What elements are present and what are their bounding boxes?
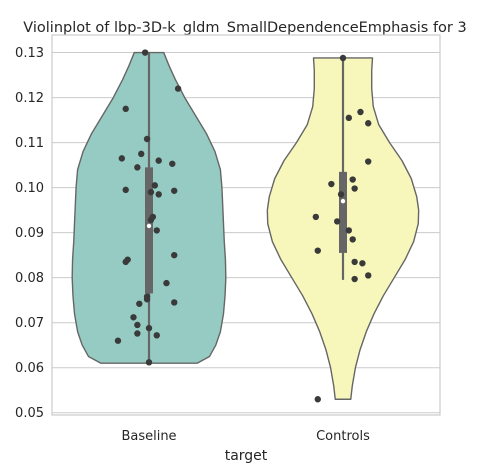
data-point [134, 330, 141, 337]
data-point [312, 213, 320, 221]
strip-points [114, 49, 372, 403]
y-tick-label: 0.09 [15, 226, 44, 241]
y-tick-label: 0.05 [15, 406, 44, 421]
data-point [153, 227, 160, 234]
data-point [351, 185, 358, 192]
data-point [147, 216, 155, 224]
y-tick-label: 0.11 [15, 136, 44, 151]
y-tick-label: 0.07 [15, 316, 44, 331]
data-point [349, 176, 356, 183]
data-point [122, 105, 129, 113]
x-tick-labels: Baseline Controls [121, 429, 370, 444]
data-point [153, 332, 160, 339]
data-point [141, 49, 149, 56]
data-point [174, 85, 182, 92]
data-point [359, 260, 366, 267]
data-point [163, 279, 170, 287]
y-tick-label: 0.12 [15, 91, 44, 106]
y-tick-labels: 0.05 0.06 0.07 0.08 0.09 0.10 0.11 0.12 0.13 [15, 46, 44, 421]
data-point [333, 218, 341, 225]
iqr-box [145, 167, 153, 294]
x-tick-label: Baseline [121, 429, 176, 444]
data-point [365, 272, 372, 279]
box-plots [145, 52, 347, 364]
data-point [351, 258, 358, 266]
data-point [365, 158, 372, 165]
data-point [345, 227, 353, 234]
y-tick-label: 0.06 [15, 361, 44, 376]
chart-title: Violinplot of lbp-3D-k_gldm_SmallDepende… [23, 20, 466, 36]
data-point [130, 314, 137, 321]
data-point [328, 180, 335, 188]
data-point [171, 251, 178, 259]
data-point [345, 114, 353, 122]
data-point [151, 182, 159, 189]
data-point [155, 157, 162, 164]
data-point [122, 186, 129, 194]
y-tick-label: 0.13 [15, 46, 44, 61]
y-tick-label: 0.08 [15, 271, 44, 286]
x-tick-label: Controls [316, 429, 370, 444]
data-point [357, 108, 364, 116]
data-point [118, 155, 126, 162]
data-point [349, 236, 356, 243]
data-point [169, 160, 176, 167]
data-point [365, 120, 372, 127]
data-point [138, 150, 145, 158]
data-point [171, 187, 178, 194]
data-point [145, 324, 153, 332]
data-point [143, 296, 151, 303]
data-point [122, 258, 129, 266]
data-point [339, 54, 347, 62]
data-point [136, 300, 143, 307]
data-point [337, 191, 345, 198]
median-marker [146, 223, 152, 229]
data-point [147, 188, 155, 196]
data-point [145, 359, 153, 366]
median-marker [340, 198, 346, 204]
data-point [134, 321, 141, 329]
data-point [171, 299, 178, 306]
data-point [314, 396, 321, 403]
x-axis-title: target [225, 448, 268, 464]
data-point [143, 135, 151, 143]
data-point [114, 337, 122, 344]
iqr-box [339, 171, 347, 253]
data-point [134, 164, 141, 171]
data-point [314, 247, 321, 254]
y-tick-label: 0.10 [15, 181, 44, 196]
data-point [155, 191, 162, 198]
data-point [351, 275, 358, 283]
